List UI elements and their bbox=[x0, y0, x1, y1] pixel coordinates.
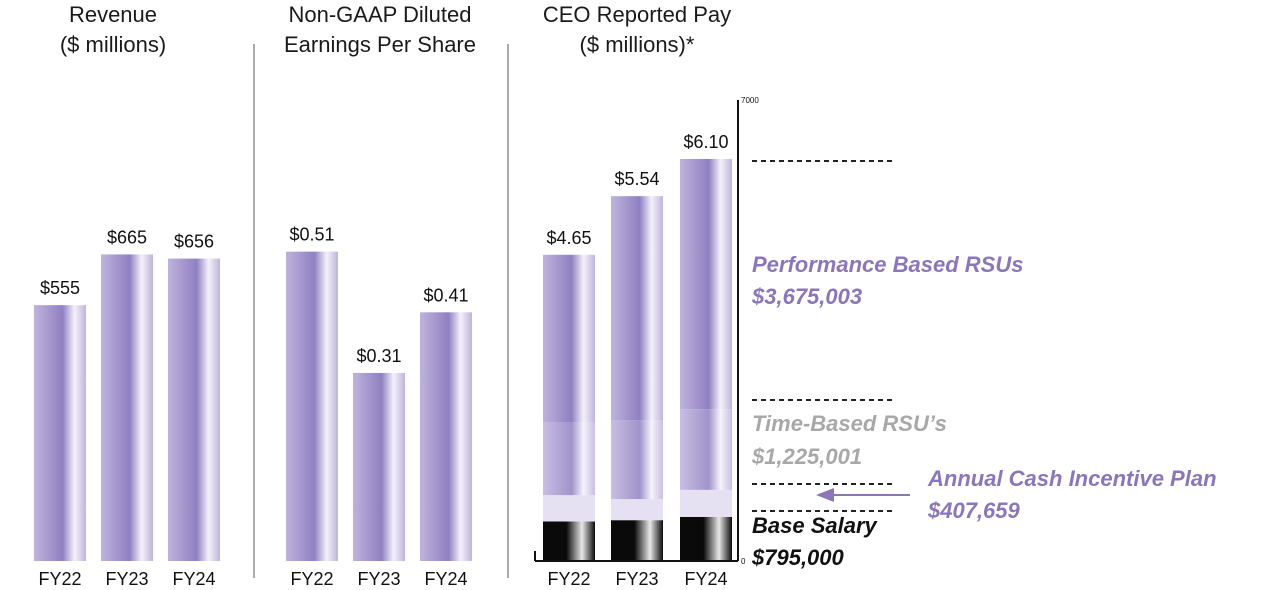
legend-cash-amount: $407,659 bbox=[927, 498, 1021, 523]
chart-panels: Revenue ($ millions) FY22 $555 FY23 $665 FY24 $… bbox=[34, 2, 896, 589]
bar-segment-base-salary bbox=[543, 521, 595, 561]
x-tick-label: FY23 bbox=[615, 569, 658, 589]
x-tick-label: FY22 bbox=[547, 569, 590, 589]
bar bbox=[34, 305, 86, 561]
bar-segment-perf-rsu bbox=[611, 196, 663, 421]
x-tick-label: FY24 bbox=[172, 569, 215, 589]
x-tick-label: FY24 bbox=[684, 569, 727, 589]
data-label: $665 bbox=[107, 227, 147, 247]
ceo-pay-legend: Performance Based RSUs $3,675,003 Time-B… bbox=[751, 252, 1217, 570]
bar-segment-perf-rsu bbox=[543, 254, 595, 423]
bar-segment-base-salary bbox=[680, 516, 732, 561]
bar bbox=[101, 254, 153, 561]
legend-perf-amount: $3,675,003 bbox=[751, 284, 862, 309]
data-label: $0.41 bbox=[423, 285, 468, 305]
legend-arrow-icon bbox=[816, 488, 834, 502]
x-tick-label: FY24 bbox=[424, 569, 467, 589]
bar bbox=[420, 312, 472, 561]
bar bbox=[168, 258, 220, 561]
bar-segment-time-rsu bbox=[611, 420, 663, 500]
x-tick-label: FY23 bbox=[105, 569, 148, 589]
bar bbox=[353, 372, 405, 561]
data-label: $656 bbox=[174, 232, 214, 252]
panel-title-line: ($ millions)* bbox=[580, 32, 695, 57]
legend-base-title: Base Salary bbox=[752, 513, 879, 538]
data-label: $0.31 bbox=[356, 346, 401, 366]
panel-title-line: ($ millions) bbox=[60, 32, 166, 57]
panel-title-line: Revenue bbox=[69, 2, 157, 27]
y-axis-min-label: 0 bbox=[741, 557, 746, 566]
bar-segment-base-salary bbox=[611, 520, 663, 561]
panel-title-line: Non-GAAP Diluted bbox=[288, 2, 471, 27]
legend-base-amount: $795,000 bbox=[751, 545, 845, 570]
legend-time-amount: $1,225,001 bbox=[751, 444, 862, 469]
chart-panel-3: CEO Reported Pay ($ millions)* FY22 $4.65 FY… bbox=[534, 2, 896, 589]
chart-panel-1: Revenue ($ millions) FY22 $555 FY23 $665 FY24 $… bbox=[34, 2, 220, 589]
data-label: $6.10 bbox=[683, 132, 728, 152]
panel-title-line: CEO Reported Pay bbox=[543, 2, 731, 27]
data-label: $0.51 bbox=[289, 225, 334, 245]
bar-segment-annual-cash bbox=[680, 489, 732, 517]
data-label: $555 bbox=[40, 278, 80, 298]
bar-segment-time-rsu bbox=[680, 409, 732, 490]
bar-segment-annual-cash bbox=[611, 499, 663, 521]
data-label: $5.54 bbox=[614, 169, 659, 189]
bar bbox=[286, 251, 338, 562]
panel-dividers bbox=[253, 44, 509, 578]
legend-time-title: Time-Based RSU’s bbox=[752, 411, 947, 436]
bar-segment-annual-cash bbox=[543, 495, 595, 522]
bar-segment-perf-rsu bbox=[680, 158, 732, 410]
data-label: $4.65 bbox=[546, 228, 591, 248]
y-axis-max-label: 7000 bbox=[741, 96, 759, 105]
chart-panel-2: Non-GAAP Diluted Earnings Per Share FY22 $0… bbox=[284, 2, 476, 589]
legend-perf-title: Performance Based RSUs bbox=[752, 252, 1023, 277]
panel-title-line: Earnings Per Share bbox=[284, 32, 476, 57]
bar-segment-time-rsu bbox=[543, 422, 595, 496]
x-tick-label: FY23 bbox=[357, 569, 400, 589]
legend-cash-title: Annual Cash Incentive Plan bbox=[927, 466, 1217, 491]
x-tick-label: FY22 bbox=[290, 569, 333, 589]
x-tick-label: FY22 bbox=[38, 569, 81, 589]
